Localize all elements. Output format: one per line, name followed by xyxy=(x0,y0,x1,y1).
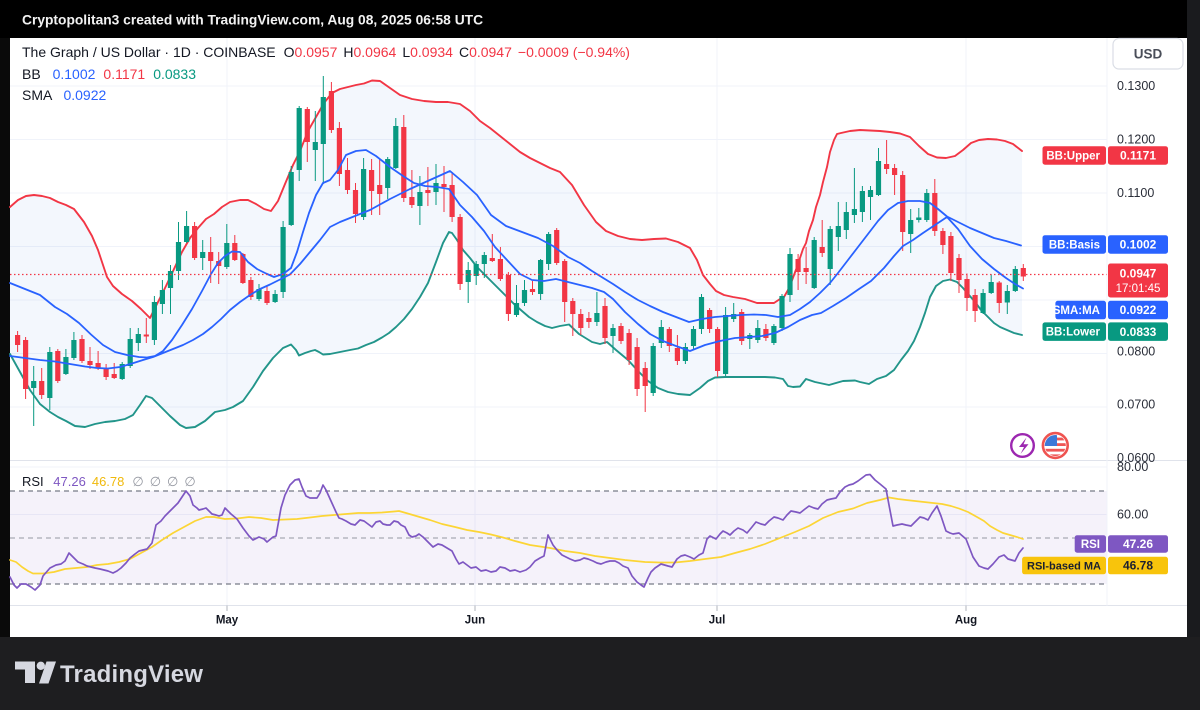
svg-text:0.1171: 0.1171 xyxy=(1120,149,1156,163)
svg-text:The Graph / US Dollar · 1D · C: The Graph / US Dollar · 1D · COINBASE O0.… xyxy=(22,44,630,60)
svg-text:46.78: 46.78 xyxy=(1123,559,1153,573)
svg-text:0.0947: 0.0947 xyxy=(1120,267,1157,281)
svg-text:0.0800: 0.0800 xyxy=(1117,345,1155,359)
svg-text:60.00: 60.00 xyxy=(1117,508,1148,522)
svg-text:BB:Lower: BB:Lower xyxy=(1046,327,1101,339)
svg-text:0.1002: 0.1002 xyxy=(1120,238,1157,252)
svg-text:SMA 0.0922: SMA 0.0922 xyxy=(22,87,107,103)
svg-text:0.0700: 0.0700 xyxy=(1117,398,1155,412)
svg-text:80.00: 80.00 xyxy=(1117,460,1148,474)
svg-text:Cryptopolitan3 created with Tr: Cryptopolitan3 created with TradingView.… xyxy=(22,13,483,28)
svg-text:USD: USD xyxy=(1134,47,1163,62)
svg-text:47.26: 47.26 xyxy=(1123,537,1153,551)
svg-text:TradingView: TradingView xyxy=(60,661,203,688)
svg-text:0.0833: 0.0833 xyxy=(1120,325,1157,339)
svg-text:17:01:45: 17:01:45 xyxy=(1116,283,1161,295)
svg-text:BB:Basis: BB:Basis xyxy=(1049,240,1100,252)
svg-text:0.0922: 0.0922 xyxy=(1120,303,1157,317)
svg-text:RSI-based MA: RSI-based MA xyxy=(1027,561,1101,573)
svg-text:Jul: Jul xyxy=(709,615,726,627)
svg-text:0.1200: 0.1200 xyxy=(1117,133,1155,147)
svg-text:0.1300: 0.1300 xyxy=(1117,79,1155,93)
svg-text:Jun: Jun xyxy=(465,615,485,627)
svg-text:RSI: RSI xyxy=(1081,539,1100,551)
svg-text:BB:Upper: BB:Upper xyxy=(1046,150,1100,162)
svg-text:Aug: Aug xyxy=(955,615,977,627)
svg-text:May: May xyxy=(216,615,239,627)
svg-text:0.1100: 0.1100 xyxy=(1117,186,1154,200)
svg-text:0.0600: 0.0600 xyxy=(1117,451,1155,465)
svg-text:SMA:MA: SMA:MA xyxy=(1053,305,1100,317)
